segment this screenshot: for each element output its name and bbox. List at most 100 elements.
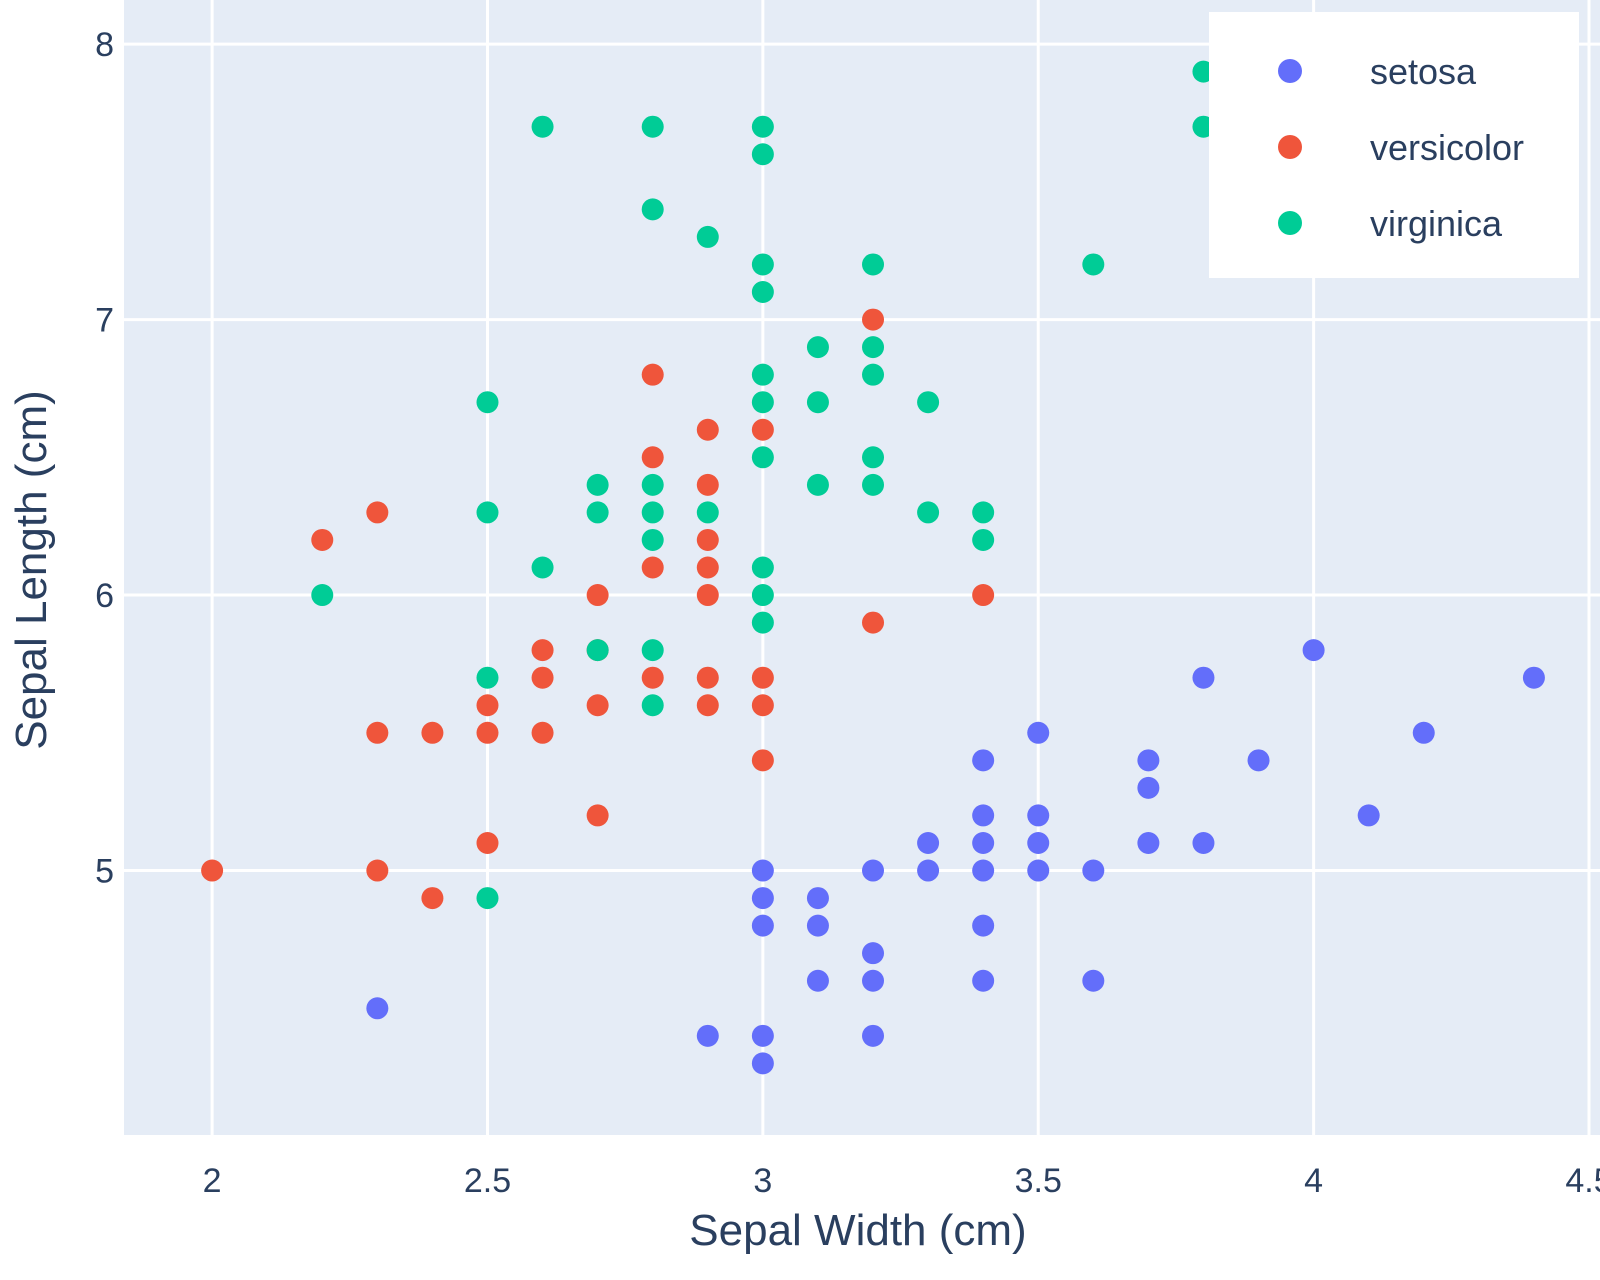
setosa-point[interactable] <box>1137 749 1160 772</box>
versicolor-point[interactable] <box>366 859 389 882</box>
virginica-point[interactable] <box>751 556 774 579</box>
virginica-point[interactable] <box>586 639 609 662</box>
versicolor-point[interactable] <box>751 749 774 772</box>
versicolor-point[interactable] <box>641 666 664 689</box>
versicolor-point[interactable] <box>696 473 719 496</box>
virginica-point[interactable] <box>751 115 774 138</box>
virginica-point[interactable] <box>696 225 719 248</box>
setosa-point[interactable] <box>1082 969 1105 992</box>
setosa-point[interactable] <box>1027 831 1050 854</box>
setosa-point[interactable] <box>862 1024 885 1047</box>
virginica-point[interactable] <box>1192 60 1215 83</box>
setosa-point[interactable] <box>751 914 774 937</box>
setosa-point[interactable] <box>1027 721 1050 744</box>
virginica-point[interactable] <box>641 115 664 138</box>
virginica-point[interactable] <box>586 473 609 496</box>
virginica-point[interactable] <box>476 666 499 689</box>
setosa-point[interactable] <box>1247 749 1270 772</box>
setosa-point[interactable] <box>917 859 940 882</box>
versicolor-point[interactable] <box>366 501 389 524</box>
setosa-point[interactable] <box>862 969 885 992</box>
setosa-point[interactable] <box>972 804 995 827</box>
versicolor-point[interactable] <box>476 831 499 854</box>
virginica-point[interactable] <box>751 281 774 304</box>
virginica-point[interactable] <box>641 694 664 717</box>
setosa-point[interactable] <box>1192 666 1215 689</box>
setosa-point[interactable] <box>1027 859 1050 882</box>
setosa-point[interactable] <box>917 831 940 854</box>
virginica-point[interactable] <box>751 611 774 634</box>
versicolor-point[interactable] <box>751 666 774 689</box>
virginica-point[interactable] <box>531 115 554 138</box>
versicolor-point[interactable] <box>531 721 554 744</box>
virginica-point[interactable] <box>751 143 774 166</box>
virginica-point[interactable] <box>531 556 554 579</box>
setosa-point[interactable] <box>972 969 995 992</box>
versicolor-point[interactable] <box>696 556 719 579</box>
versicolor-point[interactable] <box>531 639 554 662</box>
setosa-point[interactable] <box>972 914 995 937</box>
virginica-point[interactable] <box>641 198 664 221</box>
setosa-point[interactable] <box>751 1024 774 1047</box>
setosa-point[interactable] <box>751 887 774 910</box>
versicolor-point[interactable] <box>862 611 885 634</box>
legend[interactable]: setosa versicolor virginica <box>1209 12 1579 278</box>
virginica-point[interactable] <box>862 473 885 496</box>
setosa-point[interactable] <box>1302 639 1325 662</box>
virginica-point[interactable] <box>696 501 719 524</box>
setosa-point[interactable] <box>862 859 885 882</box>
setosa-point[interactable] <box>972 859 995 882</box>
setosa-point[interactable] <box>972 749 995 772</box>
virginica-point[interactable] <box>972 501 995 524</box>
versicolor-point[interactable] <box>476 694 499 717</box>
virginica-point[interactable] <box>1192 115 1215 138</box>
versicolor-point[interactable] <box>586 804 609 827</box>
setosa-point[interactable] <box>1137 831 1160 854</box>
virginica-point[interactable] <box>862 446 885 469</box>
virginica-point[interactable] <box>476 501 499 524</box>
setosa-point[interactable] <box>972 831 995 854</box>
setosa-point[interactable] <box>806 914 829 937</box>
setosa-point[interactable] <box>1137 776 1160 799</box>
virginica-point[interactable] <box>751 253 774 276</box>
virginica-point[interactable] <box>476 391 499 414</box>
versicolor-point[interactable] <box>531 666 554 689</box>
versicolor-point[interactable] <box>751 694 774 717</box>
setosa-point[interactable] <box>1192 831 1215 854</box>
virginica-point[interactable] <box>641 473 664 496</box>
setosa-point[interactable] <box>696 1024 719 1047</box>
virginica-point[interactable] <box>806 336 829 359</box>
virginica-point[interactable] <box>751 391 774 414</box>
virginica-point[interactable] <box>917 391 940 414</box>
versicolor-point[interactable] <box>862 308 885 331</box>
setosa-point[interactable] <box>366 997 389 1020</box>
versicolor-point[interactable] <box>641 446 664 469</box>
virginica-point[interactable] <box>862 363 885 386</box>
legend-item-setosa[interactable]: setosa <box>1278 51 1477 92</box>
versicolor-point[interactable] <box>311 528 334 551</box>
setosa-point[interactable] <box>806 969 829 992</box>
versicolor-point[interactable] <box>586 584 609 607</box>
versicolor-point[interactable] <box>696 528 719 551</box>
legend-item-versicolor[interactable]: versicolor <box>1278 127 1524 168</box>
versicolor-point[interactable] <box>641 556 664 579</box>
setosa-point[interactable] <box>1082 859 1105 882</box>
versicolor-point[interactable] <box>421 721 444 744</box>
setosa-point[interactable] <box>1027 804 1050 827</box>
virginica-point[interactable] <box>806 473 829 496</box>
virginica-point[interactable] <box>862 336 885 359</box>
versicolor-point[interactable] <box>696 418 719 441</box>
versicolor-point[interactable] <box>586 694 609 717</box>
versicolor-point[interactable] <box>476 721 499 744</box>
virginica-point[interactable] <box>311 584 334 607</box>
versicolor-point[interactable] <box>696 666 719 689</box>
virginica-point[interactable] <box>751 584 774 607</box>
virginica-point[interactable] <box>806 391 829 414</box>
virginica-point[interactable] <box>1082 253 1105 276</box>
versicolor-point[interactable] <box>421 887 444 910</box>
virginica-point[interactable] <box>751 363 774 386</box>
virginica-point[interactable] <box>751 446 774 469</box>
versicolor-point[interactable] <box>366 721 389 744</box>
versicolor-point[interactable] <box>751 418 774 441</box>
virginica-point[interactable] <box>641 528 664 551</box>
